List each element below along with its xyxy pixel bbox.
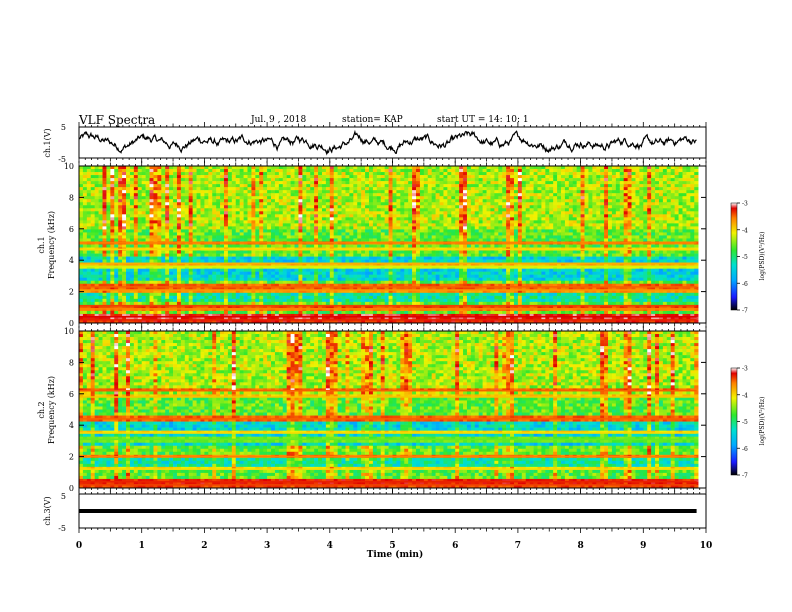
date-label: Jul. 9 , 2018	[251, 115, 307, 125]
colorbar-tick-label: -5	[742, 254, 748, 261]
ch1-ticks	[78, 122, 707, 163]
xtick-label: 7	[515, 541, 521, 551]
ch1-ytick-bottom: -5	[58, 155, 66, 164]
time-axis-tick-labels: 0 1 2 3 4 5 6 7 8 9 10	[76, 541, 712, 551]
ytick-label: 10	[64, 327, 74, 336]
ytick-label: 0	[69, 319, 74, 328]
colorbar-tick-label: -6	[742, 281, 748, 288]
ytick-label: 10	[64, 162, 74, 171]
ch1-colorbar: -3 -4 -5 -6 -7 log(PSD)(V²/Hz)	[730, 201, 766, 315]
ytick-label: 4	[69, 256, 74, 265]
ch1-waveform-panel: 5 -5 ch.1(V)	[43, 122, 707, 164]
start-time-label: start UT = 14: 10: 1	[437, 115, 529, 125]
xtick-label: 8	[577, 541, 583, 551]
xtick-label: 3	[264, 541, 270, 551]
xtick-label: 1	[139, 541, 145, 551]
ch2-colorbar-label: log(PSD)(V²/Hz)	[759, 397, 766, 446]
ch2-spectrogram-image	[79, 331, 699, 489]
ch3-ylabel: ch.3(V)	[43, 496, 52, 525]
xtick-label: 5	[389, 541, 395, 551]
colorbar-tick-label: -6	[742, 446, 748, 453]
ch1-ylabel: ch.1(V)	[43, 128, 52, 157]
ch2-spectrogram-channel-label: ch.2	[37, 401, 46, 418]
xtick-label: 4	[327, 541, 333, 551]
ytick-label: 8	[69, 193, 74, 202]
ytick-label: 2	[69, 453, 74, 462]
ch1-colorbar-label: log(PSD)(V²/Hz)	[759, 232, 766, 281]
xtick-label: 9	[640, 541, 646, 551]
ch1-spectrogram-channel-label: ch.1	[37, 236, 46, 253]
ytick-label: 0	[69, 484, 74, 493]
ch1-spectrogram-panel: 0 2 4 6 8 10 ch.1 Frequency (kHz)	[37, 161, 707, 328]
colorbar-tick-label: -3	[742, 366, 748, 373]
colorbar-tick-label: -3	[742, 201, 748, 208]
colorbar-tick-label: -5	[742, 419, 748, 426]
station-label: station= KAP	[342, 115, 403, 125]
ch1-waveform-line	[78, 129, 697, 156]
xtick-label: 0	[76, 541, 82, 551]
ytick-label: 2	[69, 288, 74, 297]
ch3-waveform-panel: 5 -5 ch.3(V) 0 1 2 3 4 5 6 7 8 9 10 Time (min)	[43, 489, 712, 560]
ch3-ytick-bottom: -5	[58, 524, 66, 533]
time-axis-label: Time (min)	[367, 549, 424, 560]
xtick-label: 6	[452, 541, 458, 551]
ch3-ytick-top: 5	[61, 492, 66, 501]
ch3-ticks	[78, 489, 707, 533]
colorbar-tick-label: -4	[742, 392, 748, 399]
colorbar-tick-label: -7	[742, 308, 748, 315]
ch1-waveform-trace	[78, 129, 697, 156]
ytick-label: 4	[69, 421, 74, 430]
xtick-label: 10	[700, 541, 713, 551]
figure-title: VLF Spectra	[79, 113, 156, 127]
ch1-spectrogram-image	[79, 166, 699, 324]
ch1-spectrogram-ticks: 0 2 4 6 8 10	[64, 161, 707, 328]
ch2-colorbar-ticks: -3 -4 -5 -6 -7	[737, 366, 748, 480]
colorbar-tick-label: -4	[742, 227, 748, 234]
ytick-label: 6	[69, 390, 74, 399]
ytick-label: 6	[69, 225, 74, 234]
ch2-spectrogram-ylabel: Frequency (kHz)	[47, 376, 56, 444]
ch2-spectrogram-panel: 0 2 4 6 8 10 ch.2 Frequency (kHz)	[37, 326, 707, 493]
ch1-ytick-top: 5	[61, 123, 66, 132]
xtick-label: 2	[201, 541, 207, 551]
ch2-colorbar: -3 -4 -5 -6 -7 log(PSD)(V²/Hz)	[730, 366, 766, 480]
ch1-colorbar-ticks: -3 -4 -5 -6 -7	[737, 201, 748, 315]
colorbar-tick-label: -7	[742, 473, 748, 480]
ytick-label: 8	[69, 358, 74, 367]
ch1-spectrogram-ylabel: Frequency (kHz)	[47, 211, 56, 279]
